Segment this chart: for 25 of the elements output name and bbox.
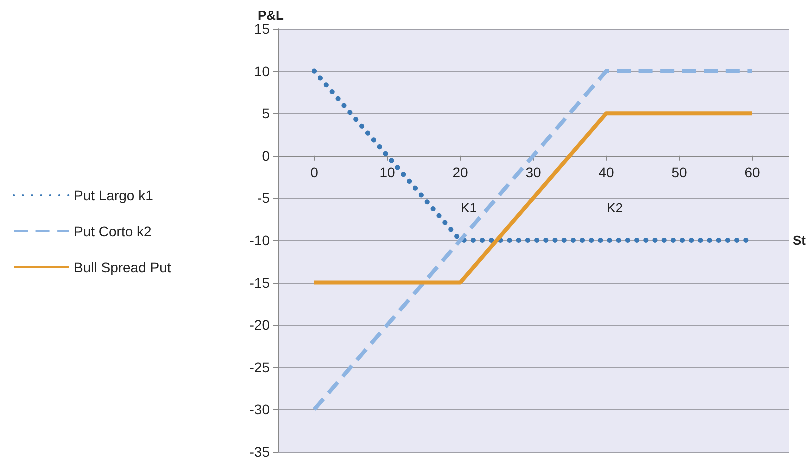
- y-tick-label: -5: [258, 190, 270, 206]
- x-tick-label: 10: [380, 164, 396, 181]
- y-tick-label: 5: [262, 106, 270, 122]
- x-tick-label: 60: [744, 164, 760, 181]
- y-tick-label: -15: [250, 274, 270, 291]
- legend-label: Put Corto k2: [74, 224, 152, 240]
- legend-label: Put Largo k1: [74, 188, 154, 204]
- x-tick-label: 40: [598, 164, 614, 181]
- y-tick-label: -30: [250, 402, 270, 418]
- y-tick-label: 10: [254, 63, 270, 80]
- y-tick-label: -25: [250, 359, 270, 376]
- y-axis-title: P&L: [258, 8, 284, 24]
- x-tick-label: 0: [310, 164, 319, 181]
- x-tick-label: 30: [526, 164, 542, 181]
- y-tick-label: 15: [254, 21, 270, 37]
- y-tick-label: -20: [250, 317, 270, 334]
- x-tick-label: 50: [672, 164, 688, 181]
- y-tick-label: -35: [250, 444, 270, 460]
- x-axis-title: St: [793, 232, 807, 248]
- annotation: K2: [607, 200, 623, 216]
- annotation: K1: [461, 200, 477, 216]
- y-tick-label: 0: [262, 148, 270, 164]
- x-tick-label: 20: [452, 164, 468, 181]
- y-tick-label: -10: [250, 232, 270, 248]
- legend-label: Bull Spread Put: [74, 260, 172, 276]
